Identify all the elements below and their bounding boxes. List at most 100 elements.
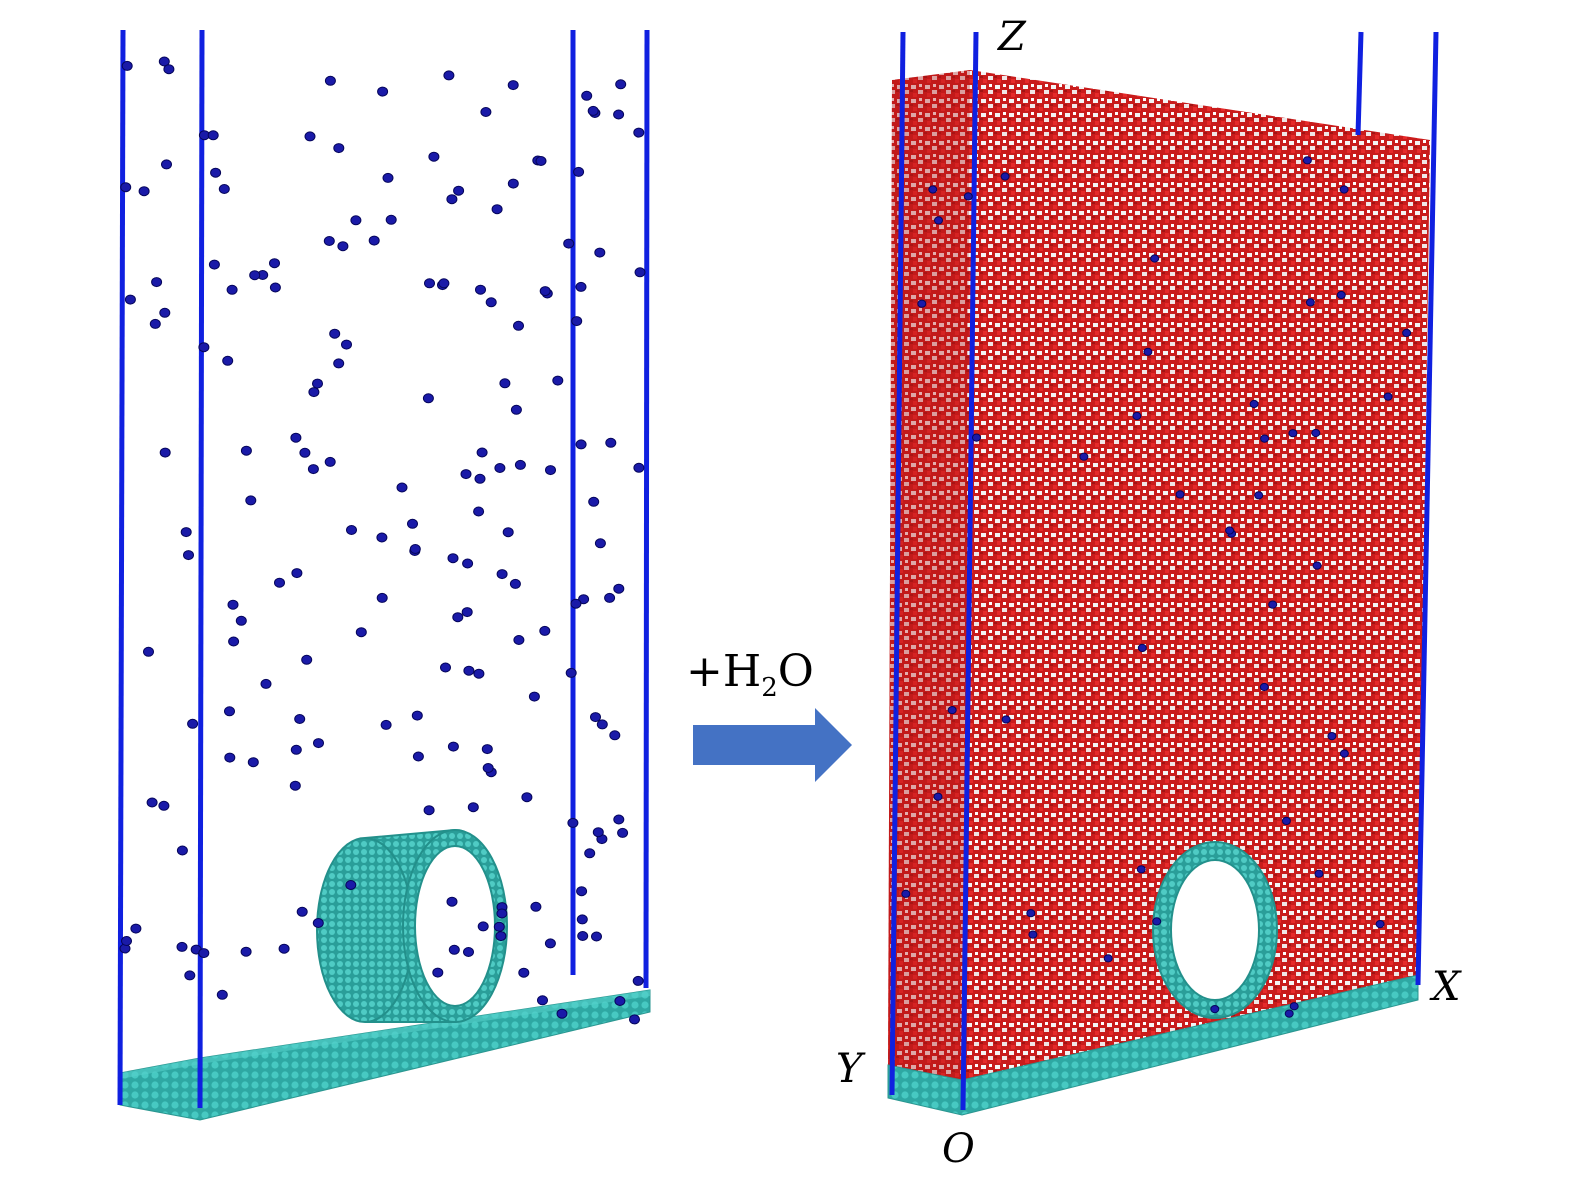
left-ion bbox=[477, 921, 489, 932]
left-ion bbox=[493, 921, 505, 932]
left-ion bbox=[240, 946, 252, 957]
left-ion bbox=[514, 459, 526, 470]
left-ion bbox=[552, 375, 564, 386]
right-ion bbox=[1000, 172, 1010, 181]
left-ion bbox=[163, 64, 175, 75]
origin-label: O bbox=[942, 1126, 975, 1172]
left-ion bbox=[368, 235, 380, 246]
left-ion bbox=[474, 473, 486, 484]
right-ion bbox=[928, 185, 938, 194]
left-ion bbox=[590, 712, 601, 723]
left-ion bbox=[545, 465, 556, 476]
left-ion bbox=[491, 204, 503, 215]
left-ion bbox=[443, 70, 455, 81]
right-ion bbox=[972, 433, 981, 442]
left-ion bbox=[578, 594, 590, 605]
left-ion bbox=[584, 848, 596, 859]
left-ion bbox=[613, 814, 625, 825]
left-ion bbox=[224, 706, 235, 717]
left-ion bbox=[180, 527, 192, 538]
left-ion bbox=[518, 967, 530, 978]
right-ion bbox=[1311, 428, 1321, 438]
left-ion bbox=[289, 780, 301, 791]
left-ion bbox=[502, 527, 514, 538]
left-ion bbox=[480, 107, 492, 117]
left-ion bbox=[184, 970, 196, 981]
right-ion bbox=[1402, 328, 1412, 337]
left-ion bbox=[438, 278, 450, 289]
left-ion bbox=[565, 667, 577, 678]
ions-right bbox=[901, 156, 1412, 1018]
left-ion bbox=[577, 931, 589, 941]
right-ion bbox=[1289, 1002, 1299, 1011]
right-ion bbox=[1383, 392, 1393, 401]
arrow-label-suffix: O bbox=[777, 646, 814, 697]
left-ion bbox=[380, 719, 392, 730]
left-ion bbox=[227, 599, 239, 610]
right-ion bbox=[1132, 411, 1142, 421]
right-ion bbox=[1284, 1009, 1294, 1018]
transition-arrow bbox=[693, 708, 852, 782]
left-ion bbox=[594, 538, 606, 549]
left-ion bbox=[496, 569, 508, 580]
right-ion bbox=[917, 299, 927, 308]
right-ion bbox=[901, 889, 911, 898]
left-ion bbox=[409, 544, 421, 554]
left-ion bbox=[485, 297, 497, 308]
left-ion bbox=[513, 635, 525, 645]
left-ion bbox=[633, 127, 645, 138]
left-ion bbox=[143, 646, 154, 657]
left-ion bbox=[149, 318, 161, 329]
left-ion bbox=[573, 166, 585, 177]
left-ion bbox=[539, 625, 551, 636]
left-ion bbox=[207, 130, 219, 141]
left-ion bbox=[447, 553, 459, 564]
left-ion bbox=[240, 445, 252, 456]
left-ion bbox=[423, 805, 435, 816]
left-ion bbox=[226, 284, 238, 295]
left-ion bbox=[198, 948, 210, 959]
right-ion bbox=[1175, 490, 1185, 499]
left-ion bbox=[507, 80, 519, 91]
left-ion bbox=[482, 763, 494, 773]
left-ion bbox=[422, 393, 434, 404]
left-ion bbox=[473, 506, 485, 517]
left-ion bbox=[158, 800, 170, 811]
left-ion bbox=[307, 464, 319, 475]
left-ion bbox=[411, 710, 423, 721]
left-ion bbox=[355, 627, 367, 638]
left-ion bbox=[290, 432, 302, 443]
right-ion bbox=[1249, 399, 1259, 409]
left-ion bbox=[224, 752, 236, 763]
arrow-label: +H2O bbox=[686, 646, 814, 703]
left-ion bbox=[473, 668, 485, 679]
left-ion bbox=[447, 741, 459, 752]
left-ion bbox=[312, 378, 323, 389]
box-edges-left bbox=[117, 29, 650, 1109]
left-ion bbox=[613, 109, 625, 120]
left-ion bbox=[510, 404, 522, 415]
right-ion bbox=[1225, 526, 1235, 535]
left-ion bbox=[323, 236, 335, 246]
left-ion bbox=[176, 941, 188, 952]
left-ion bbox=[228, 636, 240, 647]
left-ion bbox=[475, 284, 486, 295]
right-ion bbox=[934, 216, 943, 225]
left-ion bbox=[301, 654, 313, 665]
left-ion bbox=[324, 75, 336, 86]
left-ion bbox=[159, 307, 171, 318]
left-ion bbox=[617, 827, 629, 838]
left-ion bbox=[460, 469, 472, 480]
left-ion bbox=[448, 944, 460, 955]
left-ion bbox=[377, 86, 389, 97]
left-ion bbox=[463, 947, 474, 957]
left-ion bbox=[313, 738, 324, 749]
left-ion bbox=[187, 718, 199, 729]
left-ion bbox=[341, 339, 352, 350]
left-ion bbox=[544, 938, 556, 949]
right-ion bbox=[1136, 865, 1146, 874]
left-ion bbox=[588, 496, 600, 507]
left-ion bbox=[570, 598, 582, 609]
left-ion bbox=[183, 550, 194, 561]
left-ion bbox=[432, 967, 444, 978]
